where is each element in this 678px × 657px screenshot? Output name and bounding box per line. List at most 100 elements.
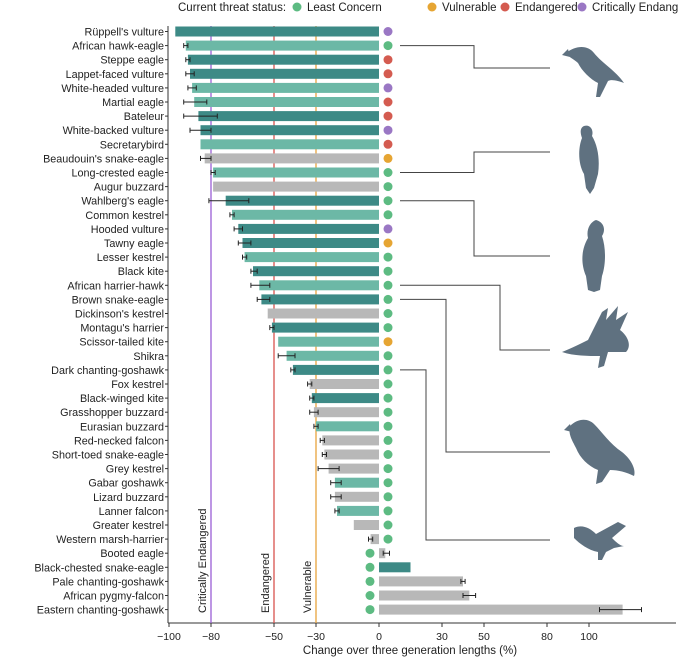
y-tick-label: Dark chanting-goshawk	[51, 365, 164, 377]
y-tick-label: Hooded vulture	[91, 224, 164, 236]
bar	[244, 252, 379, 263]
bar	[324, 449, 379, 460]
status-dot	[383, 520, 393, 530]
y-tick-label: Common kestrel	[85, 210, 164, 222]
connector-line	[400, 200, 550, 257]
y-tick-label: Greater kestrel	[93, 520, 164, 532]
bar	[213, 167, 379, 178]
y-tick-label: Eastern chanting-goshawk	[37, 605, 165, 617]
status-dot	[383, 464, 393, 474]
status-dot	[383, 294, 393, 304]
y-tick-label: Scissor-tailed kite	[79, 337, 164, 349]
x-tick-label: 0	[376, 631, 382, 643]
y-tick-label: African pygmy-falcon	[63, 591, 164, 603]
status-dot	[383, 266, 393, 276]
legend-label-lc: Least Concern	[307, 2, 382, 14]
y-tick-label: Gabar goshawk	[88, 478, 164, 490]
status-dot	[365, 591, 375, 600]
bar	[259, 280, 379, 291]
status-dot	[383, 407, 393, 417]
bar	[175, 26, 379, 37]
connector-line	[400, 369, 550, 541]
status-dot	[383, 309, 393, 318]
bar	[309, 379, 379, 389]
bar	[242, 238, 379, 248]
y-tick-label: African hawk-eagle	[72, 41, 164, 53]
y-tick-label: Lappet-faced vulture	[66, 69, 164, 81]
bar	[316, 421, 379, 432]
y-tick-label: Bateleur	[124, 111, 165, 123]
legend-marker-lc	[292, 2, 302, 12]
threshold-label-critically-endangered: Critically Endangered	[197, 508, 209, 613]
x-tick-label: 50	[478, 631, 490, 643]
status-dot	[383, 224, 393, 234]
legend-marker-vu	[427, 2, 437, 12]
status-dot	[383, 139, 393, 149]
x-tick-label: −100	[157, 631, 181, 643]
bar	[225, 195, 379, 206]
status-dot	[383, 55, 393, 65]
y-tick-label: Steppe eagle	[100, 55, 164, 67]
status-dot	[383, 83, 393, 93]
bar	[271, 322, 379, 333]
bar	[313, 407, 379, 418]
status-dot	[383, 435, 393, 445]
status-dot	[383, 41, 393, 51]
status-dot	[365, 562, 375, 572]
y-tick-label: Shikra	[133, 351, 164, 363]
bar	[232, 209, 379, 220]
status-dot	[383, 337, 393, 347]
status-dot	[383, 421, 393, 431]
status-dot	[383, 111, 393, 121]
legend-label-cr: Critically Endangered	[592, 2, 678, 14]
status-dot	[383, 478, 393, 488]
status-dot	[383, 196, 393, 206]
status-dot	[365, 548, 375, 558]
y-tick-label: Black kite	[118, 266, 164, 278]
legend-marker-cr	[577, 2, 587, 12]
status-dot	[365, 605, 375, 615]
bar	[334, 477, 379, 488]
y-tick-label: Martial eagle	[102, 97, 164, 109]
status-dot	[383, 168, 393, 177]
bar	[267, 308, 379, 319]
status-dot	[383, 534, 393, 544]
y-tick-label: Lesser kestrel	[97, 252, 164, 264]
bar	[328, 463, 379, 474]
status-dot	[383, 69, 393, 79]
status-dot	[383, 506, 393, 516]
bar	[187, 54, 379, 65]
y-tick-label: Booted eagle	[100, 548, 164, 560]
status-dot	[383, 27, 393, 36]
status-dot	[383, 365, 393, 375]
bar	[253, 266, 379, 277]
y-tick-label: White-headed vulture	[61, 83, 164, 95]
y-tick-label: Dickinson's kestrel	[75, 309, 164, 321]
status-dot	[383, 210, 393, 220]
legend-title: Current threat status:	[178, 2, 286, 14]
bar	[379, 590, 470, 601]
african-hawk-eagle-silhouette	[562, 47, 624, 97]
y-tick-label: Long-crested eagle	[72, 168, 164, 180]
bar	[379, 548, 386, 559]
bar	[370, 534, 379, 545]
bar	[198, 111, 379, 122]
status-dot	[383, 97, 393, 107]
bar	[334, 491, 379, 502]
status-dot	[383, 323, 393, 333]
x-tick-label: 80	[541, 631, 553, 643]
y-tick-label: Red-necked falcon	[74, 435, 164, 447]
bar	[200, 139, 379, 150]
x-tick-label: 100	[580, 631, 598, 643]
connector-line	[400, 45, 550, 69]
bar	[200, 125, 379, 136]
y-tick-label: Secretarybird	[100, 139, 164, 151]
y-tick-label: Montagu's harrier	[80, 323, 164, 335]
status-dot	[383, 351, 393, 361]
y-tick-label: Short-toed snake-eagle	[52, 450, 164, 462]
connector-line	[400, 151, 550, 173]
status-dot	[383, 492, 393, 502]
threshold-label-endangered: Endangered	[260, 553, 272, 613]
y-tick-label: Black-chested snake-eagle	[34, 562, 164, 574]
